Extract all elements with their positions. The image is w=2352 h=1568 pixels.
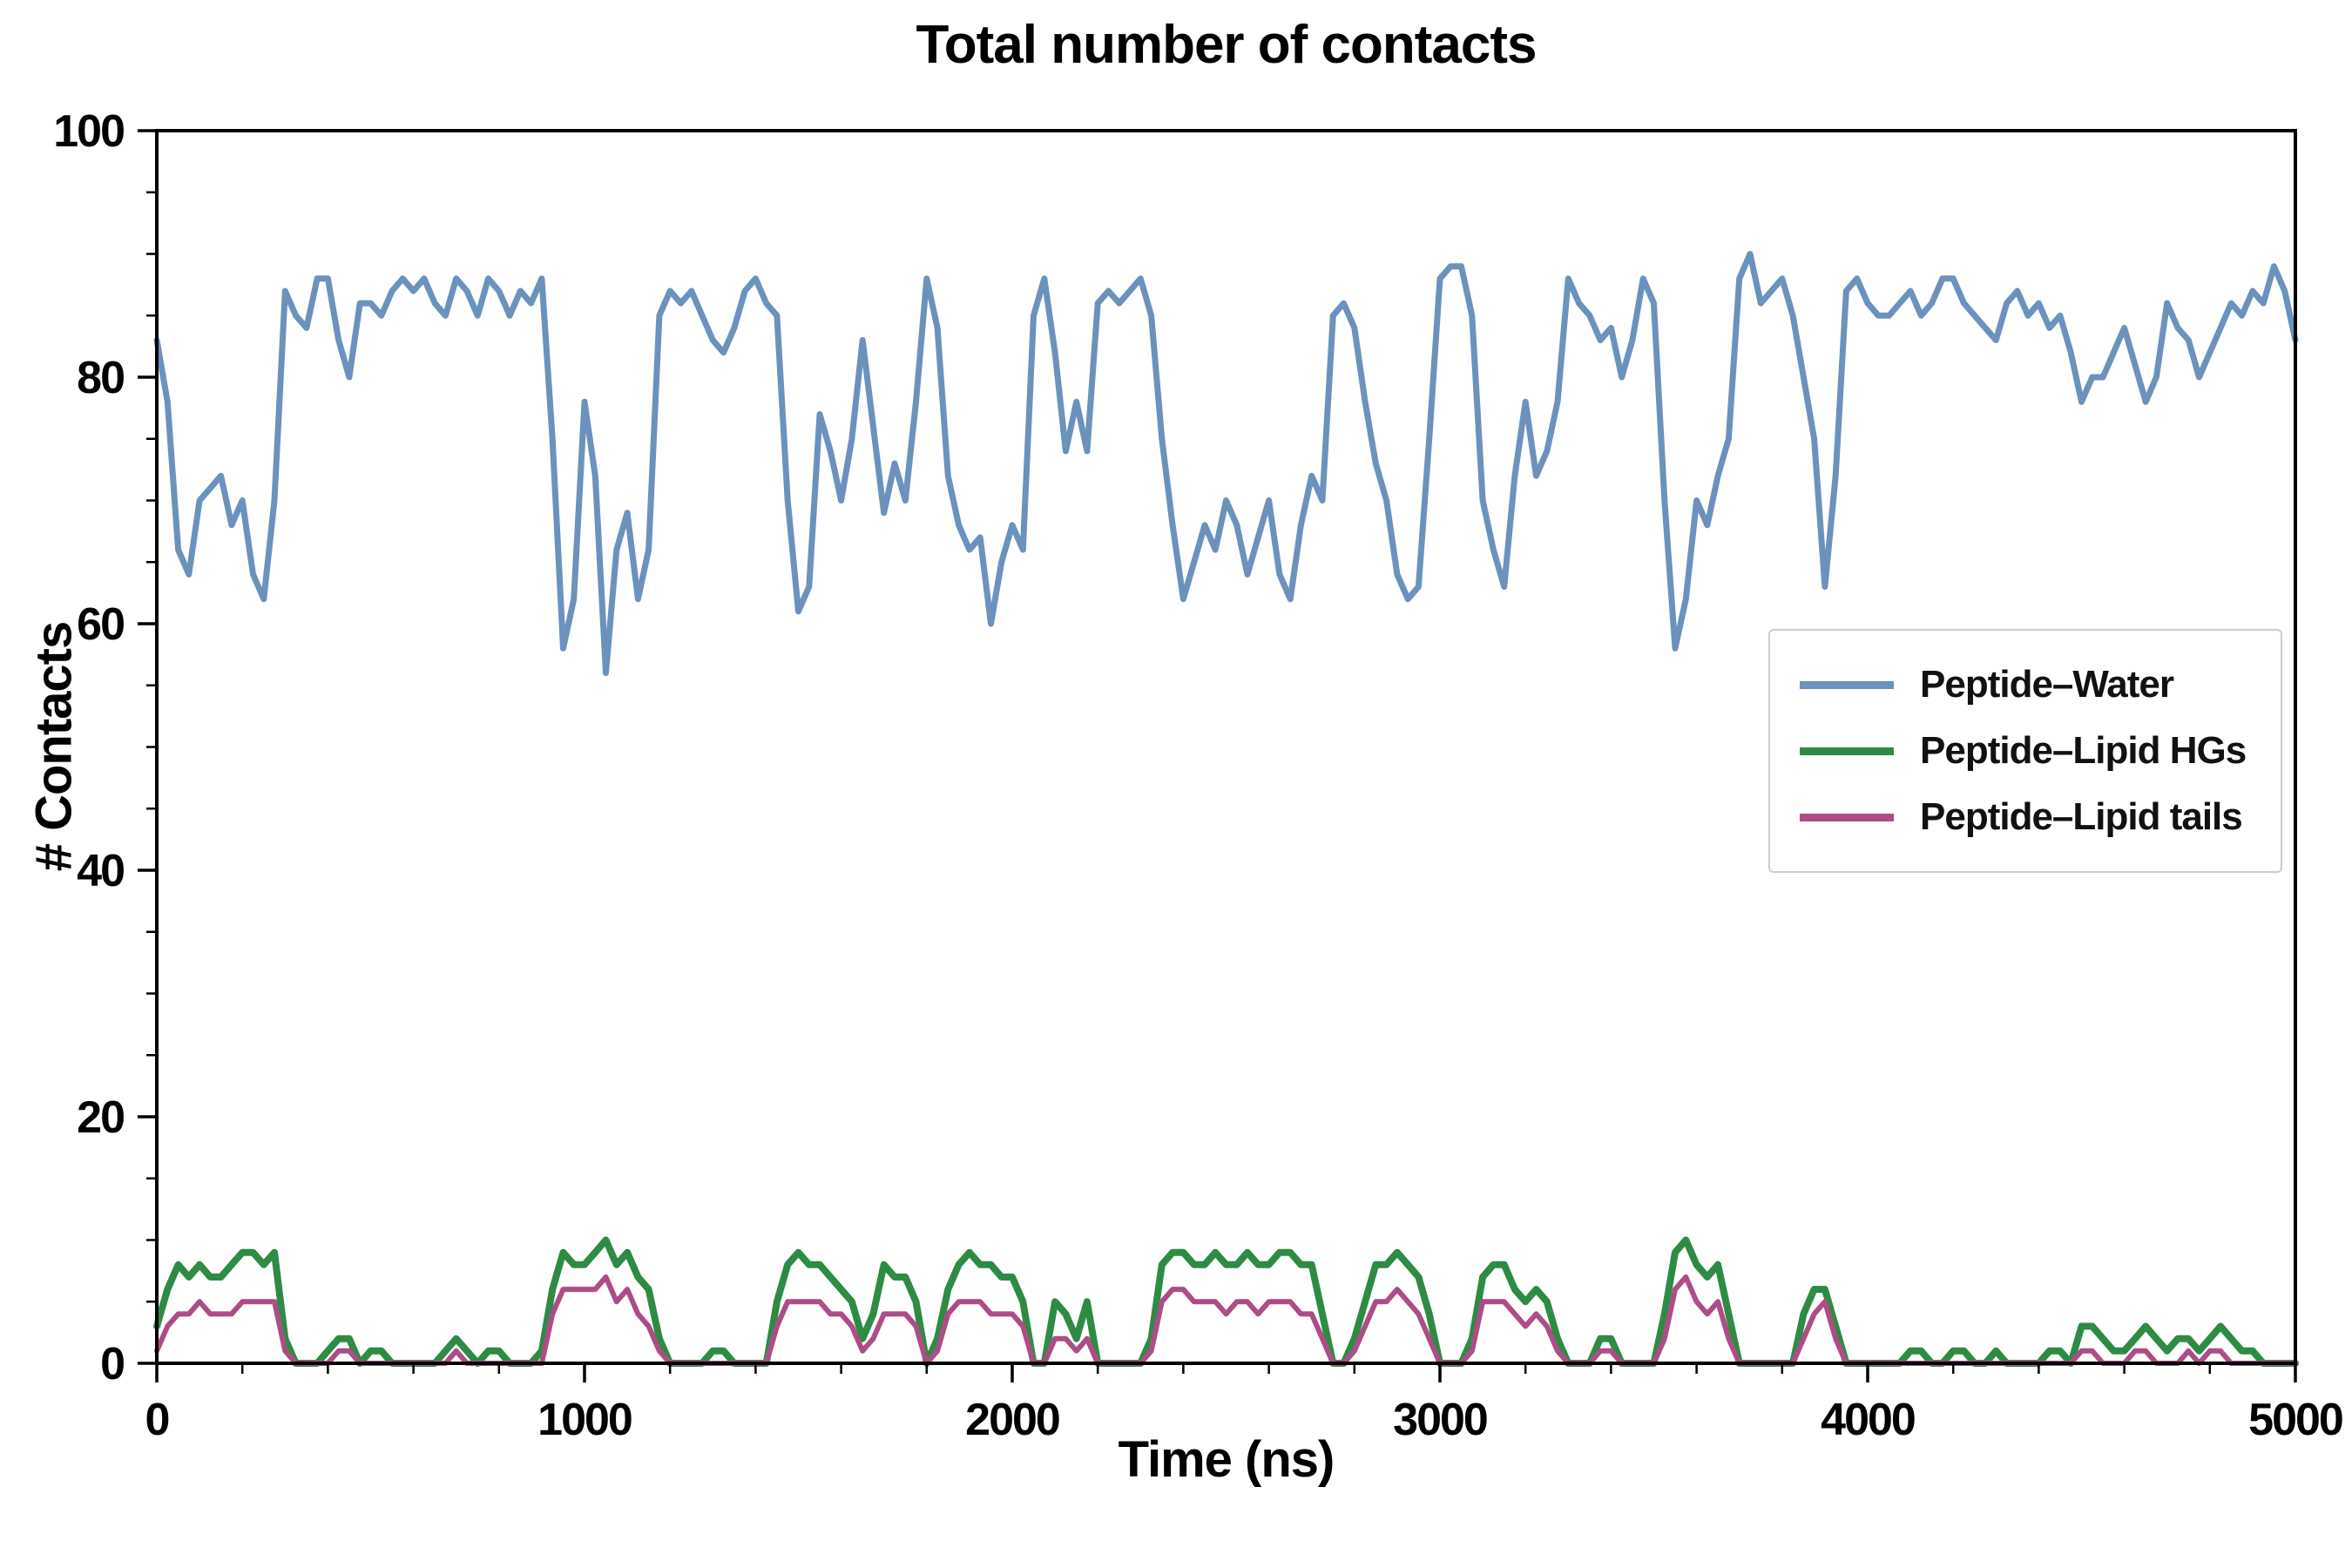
legend-item-peptide-lipid-hgs: Peptide–Lipid HGs — [1800, 718, 2251, 784]
legend-swatch-peptide-lipid-tails — [1800, 813, 1894, 821]
legend-label-peptide-lipid-hgs: Peptide–Lipid HGs — [1920, 729, 2247, 772]
y-tick-label: 80 — [77, 353, 124, 403]
series-line-peptide-lipid-tails — [154, 1274, 2298, 1366]
legend-item-peptide-water: Peptide–Water — [1800, 652, 2251, 718]
series-line-peptide-lipid-hgs — [153, 1236, 2299, 1367]
legend-label-peptide-lipid-tails: Peptide–Lipid tails — [1920, 795, 2243, 838]
y-tick-label: 0 — [100, 1339, 124, 1389]
legend: Peptide–Water Peptide–Lipid HGs Peptide–… — [1768, 629, 2282, 873]
x-tick-label: 4000 — [1821, 1395, 1915, 1445]
x-tick-label: 3000 — [1393, 1395, 1487, 1445]
y-tick-label: 20 — [77, 1092, 124, 1143]
x-tick-label: 5000 — [2248, 1395, 2342, 1445]
x-tick-label: 0 — [145, 1395, 169, 1445]
x-tick-label: 2000 — [965, 1395, 1059, 1445]
legend-swatch-peptide-water — [1800, 680, 1894, 689]
x-tick-label: 1000 — [537, 1395, 632, 1445]
legend-swatch-peptide-lipid-hgs — [1800, 747, 1894, 755]
y-tick-label: 100 — [53, 106, 124, 157]
y-tick-label: 40 — [77, 846, 124, 896]
legend-label-peptide-water: Peptide–Water — [1920, 663, 2174, 706]
y-tick-label: 60 — [77, 599, 124, 650]
legend-item-peptide-lipid-tails: Peptide–Lipid tails — [1800, 784, 2251, 850]
series-line-peptide-water — [153, 251, 2299, 677]
chart-title: Total number of contacts — [916, 15, 1537, 75]
x-axis-label: Time (ns) — [1118, 1431, 1335, 1488]
